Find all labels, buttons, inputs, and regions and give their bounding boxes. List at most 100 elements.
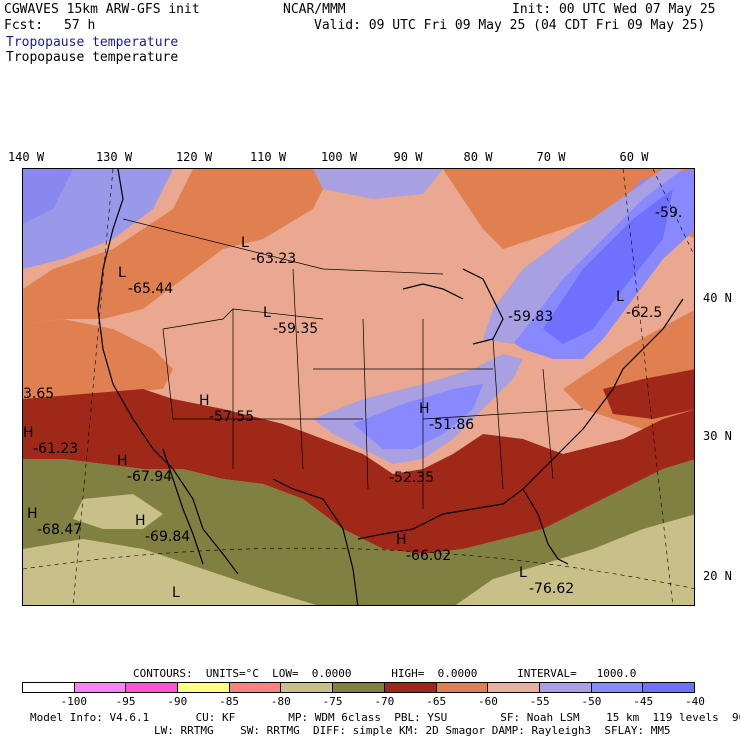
low-marker: L: [263, 305, 271, 321]
extremum-value: -62.5: [626, 305, 662, 321]
forecast-hours: 57 h: [64, 18, 96, 33]
field-region-orange-west: [23, 319, 173, 399]
legend-swatch: [643, 683, 694, 692]
legend-label: -70: [374, 695, 395, 708]
extremum-value: -52.35: [389, 470, 434, 486]
low-marker: L: [241, 235, 249, 251]
field-region-orange-ne: [443, 169, 694, 249]
extrema-labels: L-63.23L-65.44L-59.35-59.83L-62.5-59.3.6…: [23, 205, 682, 601]
legend-swatch: [281, 683, 334, 692]
lon-label: 130 W: [95, 150, 133, 164]
high-marker: H: [135, 513, 146, 529]
extremum-value: -67.94: [127, 469, 172, 485]
extremum-label: H-67.94: [117, 453, 172, 485]
state-borders: [122, 218, 584, 509]
high-marker: H: [199, 393, 210, 409]
lon-label: 110 W: [249, 150, 287, 164]
field-region-tan-se: [455, 514, 694, 605]
tropopause-temperature-map: L -63.23 L -65.44 L -59.35 -59.83 L -62.5 -59. 3.6…: [22, 168, 695, 606]
low-marker: L: [616, 289, 624, 305]
field-region-darkred: [23, 389, 694, 554]
extremum-label: H-51.86: [419, 401, 474, 433]
valid-time: Valid: 09 UTC Fri 09 May 25 (04 CDT Fri …: [314, 18, 706, 33]
extremum-value: -65.44: [128, 281, 173, 297]
legend-swatch: [384, 683, 437, 692]
legend-label: -100: [60, 695, 88, 708]
lon-label: 100 W: [320, 150, 358, 164]
legend-label: -55: [529, 695, 550, 708]
color-legend: [22, 682, 695, 693]
legend-swatch: [539, 683, 592, 692]
legend-swatch: [178, 683, 230, 692]
extremum-label: L-76.62: [519, 565, 574, 597]
extremum-value: -59.35: [273, 321, 318, 337]
field-region-lavender-top: [313, 169, 443, 199]
map-canvas: L-63.23L-65.44L-59.35-59.83L-62.5-59.3.6…: [23, 169, 694, 605]
legend-label: -85: [219, 695, 239, 708]
lon-label: 60 W: [619, 150, 649, 164]
lat-label: 40 N: [703, 291, 732, 305]
extremum-label: H-68.47: [27, 506, 82, 538]
low-marker: L: [172, 585, 180, 601]
field-name-primary: Tropopause temperature: [6, 35, 179, 50]
extremum-label: 3.65: [23, 386, 54, 402]
extremum-value: -69.84: [145, 529, 190, 545]
extremum-label: L-65.44: [118, 265, 173, 297]
lon-label: 120 W: [175, 150, 213, 164]
lon-label: 70 W: [536, 150, 566, 164]
extremum-label: H-66.02: [396, 532, 451, 564]
coastlines: [97, 169, 684, 605]
legend-swatch: [488, 683, 540, 692]
extremum-label: H-57.55: [199, 393, 254, 425]
extremum-label: L: [172, 585, 180, 601]
legend-label: -75: [322, 695, 343, 708]
model-title: CGWAVES 15km ARW-GFS init: [4, 2, 200, 17]
field-region-violet-ne: [543, 189, 673, 344]
field-region-lavender-ne: [483, 169, 683, 344]
field-region-tan: [23, 539, 317, 605]
high-marker: H: [396, 532, 407, 548]
extremum-label: H-61.23: [23, 425, 78, 457]
source-label: NCAR/MMM: [283, 2, 346, 17]
extremum-label: L-59.35: [263, 305, 318, 337]
field-region-blue-central-core: [353, 384, 483, 449]
low-marker: L: [118, 265, 126, 281]
init-time: Init: 00 UTC Wed 07 May 25: [512, 2, 716, 17]
grid-lines: [23, 169, 694, 605]
extremum-value: -59.: [655, 205, 682, 221]
extremum-label: H-69.84: [135, 513, 190, 545]
legend-swatch: [74, 683, 127, 692]
lon-label: 140 W: [7, 150, 45, 164]
legend-swatch: [126, 683, 179, 692]
legend-label: -90: [167, 695, 188, 708]
extremum-value: -57.55: [209, 409, 254, 425]
high-marker: H: [27, 506, 38, 522]
lat-label: 20 N: [703, 569, 732, 583]
legend-swatch: [23, 683, 75, 692]
legend-label: -50: [581, 695, 602, 708]
model-info-line1: Model Info: V4.6.1 CU: KF MP: WDM 6class…: [30, 711, 740, 724]
legend-swatch: [333, 683, 385, 692]
extremum-value: -76.62: [529, 581, 574, 597]
legend-label: -40: [685, 695, 705, 708]
extremum-value: -66.02: [406, 548, 451, 564]
field-name-secondary: Tropopause temperature: [6, 50, 179, 65]
legend-label: -95: [115, 695, 136, 708]
lat-label: 30 N: [703, 429, 732, 443]
legend-label: -45: [633, 695, 654, 708]
extremum-label: -59.83: [508, 309, 553, 325]
contours-info: CONTOURS: UNITS=°C LOW= 0.0000 HIGH= 0.0…: [133, 667, 637, 680]
legend-label: -60: [477, 695, 498, 708]
extremum-value: -59.83: [508, 309, 553, 325]
extremum-label: -59.: [655, 205, 682, 221]
extremum-label: L-63.23: [241, 235, 296, 267]
high-marker: H: [117, 453, 128, 469]
field-region-purple: [23, 169, 73, 224]
extremum-value: -63.23: [251, 251, 296, 267]
low-marker: L: [519, 565, 527, 581]
extremum-value: 3.65: [23, 386, 54, 402]
extremum-label: -52.35: [389, 470, 434, 486]
lon-label: 80 W: [463, 150, 493, 164]
legend-label: -80: [270, 695, 291, 708]
legend-swatch: [229, 683, 282, 692]
